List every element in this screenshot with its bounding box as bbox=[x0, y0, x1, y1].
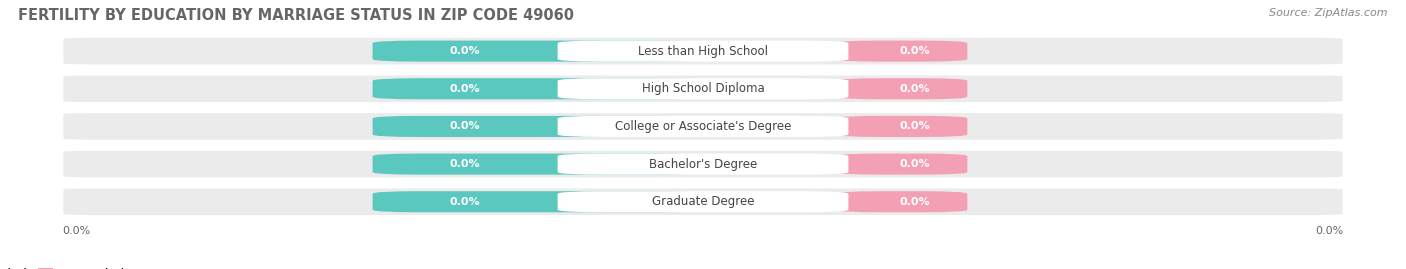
Text: 0.0%: 0.0% bbox=[900, 121, 929, 132]
FancyBboxPatch shape bbox=[62, 74, 1344, 104]
Text: FERTILITY BY EDUCATION BY MARRIAGE STATUS IN ZIP CODE 49060: FERTILITY BY EDUCATION BY MARRIAGE STATU… bbox=[18, 8, 574, 23]
Text: 0.0%: 0.0% bbox=[1316, 226, 1344, 236]
FancyBboxPatch shape bbox=[373, 41, 703, 62]
FancyBboxPatch shape bbox=[558, 116, 848, 137]
Text: High School Diploma: High School Diploma bbox=[641, 82, 765, 95]
FancyBboxPatch shape bbox=[373, 116, 703, 137]
FancyBboxPatch shape bbox=[835, 191, 967, 212]
FancyBboxPatch shape bbox=[558, 41, 848, 62]
Text: 0.0%: 0.0% bbox=[450, 121, 481, 132]
Text: 0.0%: 0.0% bbox=[900, 84, 929, 94]
Text: 0.0%: 0.0% bbox=[450, 197, 481, 207]
Legend: Married, Unmarried: Married, Unmarried bbox=[0, 263, 131, 269]
FancyBboxPatch shape bbox=[62, 36, 1344, 66]
FancyBboxPatch shape bbox=[373, 191, 703, 212]
Text: 0.0%: 0.0% bbox=[450, 46, 481, 56]
Text: Source: ZipAtlas.com: Source: ZipAtlas.com bbox=[1270, 8, 1388, 18]
FancyBboxPatch shape bbox=[835, 78, 967, 99]
Text: College or Associate's Degree: College or Associate's Degree bbox=[614, 120, 792, 133]
Text: 0.0%: 0.0% bbox=[450, 159, 481, 169]
FancyBboxPatch shape bbox=[558, 78, 848, 99]
FancyBboxPatch shape bbox=[835, 41, 967, 62]
FancyBboxPatch shape bbox=[62, 149, 1344, 179]
Text: 0.0%: 0.0% bbox=[450, 84, 481, 94]
FancyBboxPatch shape bbox=[558, 191, 848, 212]
FancyBboxPatch shape bbox=[373, 78, 703, 99]
Text: Bachelor's Degree: Bachelor's Degree bbox=[650, 158, 756, 171]
FancyBboxPatch shape bbox=[62, 187, 1344, 217]
FancyBboxPatch shape bbox=[835, 116, 967, 137]
Text: 0.0%: 0.0% bbox=[900, 46, 929, 56]
Text: Graduate Degree: Graduate Degree bbox=[652, 195, 754, 208]
Text: 0.0%: 0.0% bbox=[900, 197, 929, 207]
FancyBboxPatch shape bbox=[373, 154, 703, 175]
FancyBboxPatch shape bbox=[835, 154, 967, 175]
FancyBboxPatch shape bbox=[558, 154, 848, 175]
Text: 0.0%: 0.0% bbox=[62, 226, 90, 236]
Text: 0.0%: 0.0% bbox=[900, 159, 929, 169]
Text: Less than High School: Less than High School bbox=[638, 45, 768, 58]
FancyBboxPatch shape bbox=[62, 112, 1344, 141]
